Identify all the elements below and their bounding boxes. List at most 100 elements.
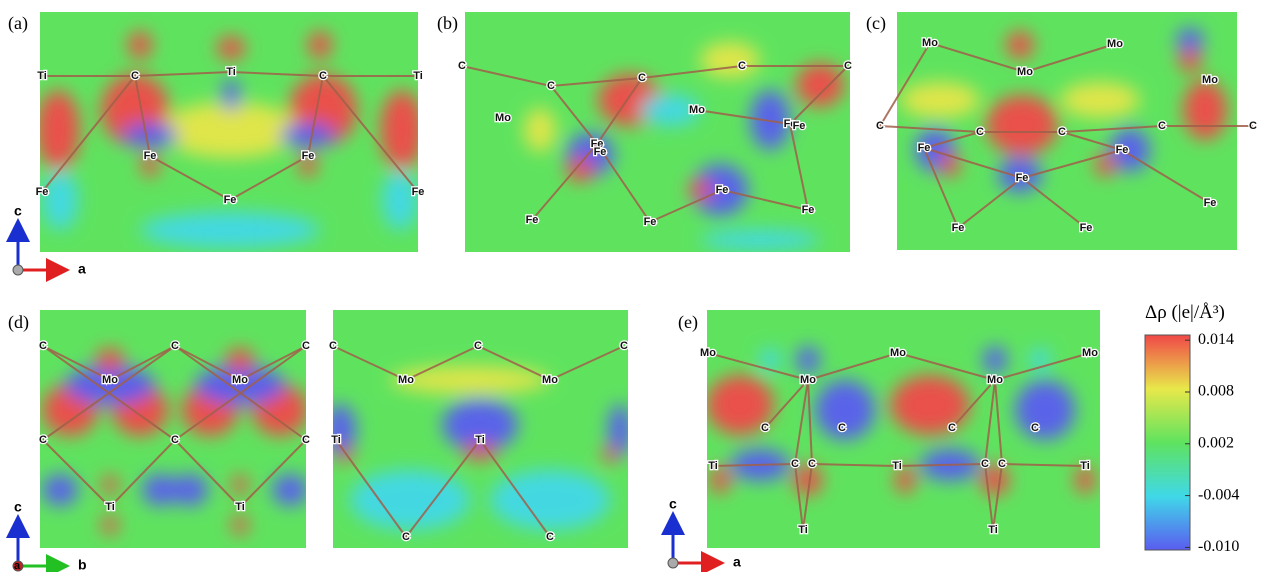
density-blob	[390, 366, 550, 394]
axis-origin	[668, 558, 678, 568]
density-blob	[380, 90, 424, 170]
panel-label: (d)	[8, 312, 29, 333]
atom-label: Ti	[331, 434, 341, 446]
atom-label: C	[458, 60, 466, 72]
axis-label: a	[78, 261, 86, 277]
atom-label: C	[761, 422, 769, 434]
atom-label: C	[948, 422, 956, 434]
density-blob	[324, 404, 356, 456]
axis-label: a	[733, 554, 741, 570]
colorbar-tick-label: 0.014	[1198, 331, 1234, 348]
atom-label: Ti	[988, 524, 998, 536]
panel-label: (b)	[437, 13, 458, 34]
atom-label: C	[981, 458, 989, 470]
density-blob	[602, 447, 618, 463]
atom-label: Mo	[102, 374, 118, 386]
atom-label: Ti	[413, 70, 423, 82]
density-blob	[232, 515, 248, 535]
density-blob	[986, 95, 1058, 155]
density-blob	[226, 348, 254, 372]
atom-label: C	[171, 434, 179, 446]
density-blob	[272, 474, 308, 506]
atom-label: Mo	[890, 347, 906, 359]
atom-label: C	[738, 60, 746, 72]
atom-label: Mo	[398, 374, 414, 386]
atom-label: Fe	[224, 194, 237, 206]
panel-label: (c)	[866, 13, 886, 34]
atom-label: C	[1158, 120, 1166, 132]
density-blob	[140, 212, 320, 248]
atom-label: C	[329, 340, 337, 352]
density-blob	[350, 470, 470, 530]
atom-label: Fe	[302, 150, 315, 162]
atom-label: Fe	[412, 186, 425, 198]
atom-label: C	[838, 422, 846, 434]
atom-label: Mo	[495, 112, 511, 124]
axis-label: c	[669, 496, 677, 512]
density-blob	[36, 90, 80, 170]
atom-label: Ti	[892, 460, 902, 472]
atom-label: Fe	[716, 184, 729, 196]
colorbar-tick-label: -0.010	[1198, 538, 1239, 555]
atom-label: C	[808, 458, 816, 470]
atom-label: Mo	[1082, 347, 1098, 359]
atom-label: Ti	[37, 70, 47, 82]
atom-label: Mo	[922, 37, 938, 49]
density-blob	[796, 63, 844, 107]
atom-label: Mo	[1017, 66, 1033, 78]
density-blob	[1015, 380, 1075, 440]
atom-label: Fe	[644, 216, 657, 228]
density-blob	[128, 31, 152, 59]
atom-label: Fe	[952, 222, 965, 234]
atom-label: C	[876, 120, 884, 132]
atom-label: C	[39, 434, 47, 446]
density-blob	[1060, 82, 1140, 118]
density-blob	[566, 158, 594, 182]
atom-label: Fe	[1116, 144, 1129, 156]
density-blob	[172, 474, 208, 506]
atom-label: Mo	[542, 374, 558, 386]
atom-label: C	[1249, 120, 1257, 132]
atom-label: Fe	[1080, 222, 1093, 234]
atom-label: Fe	[802, 204, 815, 216]
atom-label: C	[474, 340, 482, 352]
atom-label: Mo	[232, 374, 248, 386]
axis-label: a	[14, 560, 21, 572]
atom-label: C	[976, 126, 984, 138]
atom-label: Mo	[700, 347, 716, 359]
atom-label: C	[319, 70, 327, 82]
atom-label: Mo	[1107, 38, 1123, 50]
density-blob	[280, 123, 336, 147]
atom-label: Ti	[1080, 460, 1090, 472]
axis-origin	[13, 265, 23, 275]
atom-label: Fe	[918, 142, 931, 154]
atom-label: Ti	[226, 66, 236, 78]
atom-label: C	[998, 458, 1006, 470]
axis-label: c	[14, 499, 22, 515]
atom-label: Ti	[708, 460, 718, 472]
atom-label: C	[1031, 422, 1039, 434]
colorbar-tick-label: 0.002	[1198, 434, 1234, 451]
panel-label: (a)	[8, 13, 28, 34]
density-blob	[102, 475, 118, 495]
atom-label: C	[171, 340, 179, 352]
atom-label: Fe	[793, 120, 806, 132]
atom-label: Ti	[798, 524, 808, 536]
density-blob	[222, 79, 240, 111]
atom-label: Mo	[1202, 74, 1218, 86]
density-blob	[122, 123, 178, 147]
atom-label: Mo	[800, 374, 816, 386]
atom-label: Fe	[594, 146, 607, 158]
axis-label: c	[14, 203, 22, 219]
density-blob	[232, 475, 248, 495]
atom-label: C	[302, 340, 310, 352]
atom-label: Fe	[36, 186, 49, 198]
axis-label: b	[78, 557, 87, 572]
colorbar	[1145, 335, 1190, 550]
atom-label: C	[620, 340, 628, 352]
colorbar-tick-label: -0.004	[1198, 486, 1239, 503]
atom-label: Mo	[689, 104, 705, 116]
density-blob	[700, 230, 820, 250]
density-blob	[983, 346, 1007, 374]
density-blob	[796, 346, 820, 374]
